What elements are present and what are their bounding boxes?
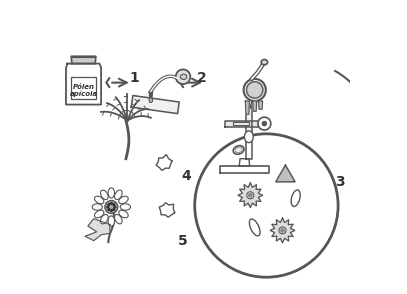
Ellipse shape [180,74,187,79]
Ellipse shape [119,196,128,204]
Text: apícola: apícola [70,91,98,97]
Circle shape [110,210,112,211]
Circle shape [113,204,115,206]
Ellipse shape [235,147,242,153]
Circle shape [258,117,271,130]
Ellipse shape [249,219,260,236]
Polygon shape [225,121,263,126]
Circle shape [195,134,338,277]
Polygon shape [149,91,153,99]
Polygon shape [131,96,179,113]
Text: 2: 2 [197,71,207,85]
Circle shape [108,204,110,206]
Polygon shape [245,101,249,114]
Ellipse shape [114,190,122,200]
FancyBboxPatch shape [233,121,249,125]
Ellipse shape [149,98,153,103]
Circle shape [107,206,109,208]
Circle shape [247,192,254,199]
Circle shape [114,206,116,208]
Ellipse shape [108,188,114,198]
Ellipse shape [94,196,104,204]
Polygon shape [220,166,269,173]
Polygon shape [71,56,96,64]
Circle shape [243,79,266,101]
Polygon shape [239,159,250,166]
Text: 4: 4 [181,169,191,183]
Circle shape [105,201,118,213]
Polygon shape [159,203,175,217]
Polygon shape [270,218,295,243]
Ellipse shape [120,204,131,210]
Text: Pólen: Pólen [72,84,94,90]
Text: 5: 5 [178,234,188,248]
Polygon shape [276,165,295,182]
Ellipse shape [92,204,103,210]
Circle shape [176,69,190,84]
Circle shape [279,227,286,234]
Ellipse shape [108,216,114,226]
Text: 3: 3 [335,175,344,189]
Circle shape [113,208,115,210]
Circle shape [108,208,110,210]
Polygon shape [253,101,257,111]
Ellipse shape [119,210,128,218]
Polygon shape [238,183,263,208]
Polygon shape [66,64,101,105]
Circle shape [263,121,267,126]
Polygon shape [85,219,110,240]
Ellipse shape [261,59,267,65]
Ellipse shape [101,190,108,200]
Circle shape [110,203,112,204]
Circle shape [281,229,284,232]
Polygon shape [246,106,252,159]
Circle shape [247,82,263,98]
Ellipse shape [101,214,108,224]
Ellipse shape [94,210,104,218]
Ellipse shape [114,214,122,224]
FancyBboxPatch shape [71,77,96,99]
Ellipse shape [291,190,300,206]
Polygon shape [258,101,263,109]
Text: 1: 1 [130,71,140,85]
Circle shape [249,193,252,197]
Ellipse shape [233,146,244,154]
Ellipse shape [245,131,253,143]
Polygon shape [156,155,172,171]
